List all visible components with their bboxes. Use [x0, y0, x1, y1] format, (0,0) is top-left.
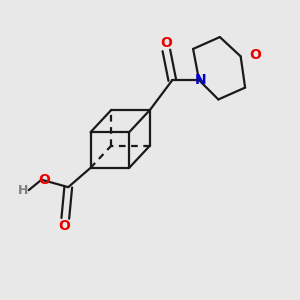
Text: O: O [160, 36, 172, 50]
Text: O: O [250, 48, 262, 62]
Text: O: O [38, 173, 50, 187]
Text: O: O [58, 219, 70, 233]
Text: H: H [18, 184, 28, 196]
Text: N: N [195, 73, 206, 87]
